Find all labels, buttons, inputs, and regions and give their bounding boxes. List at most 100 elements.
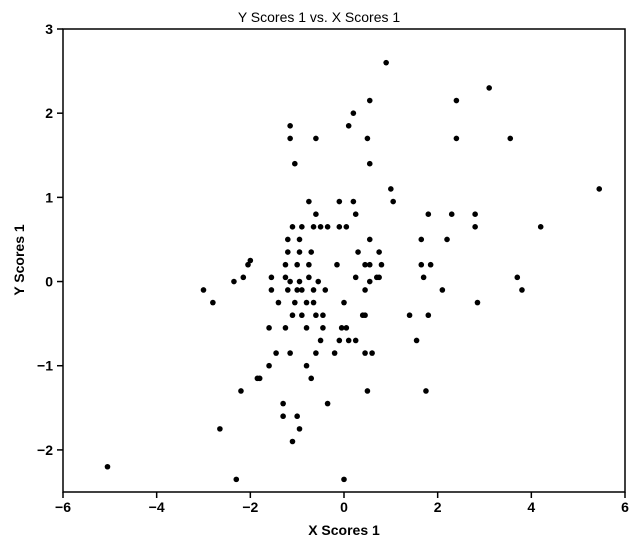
- data-point: [238, 388, 244, 394]
- data-point: [352, 211, 359, 217]
- x-tick-label: −2: [242, 499, 258, 515]
- data-point: [366, 236, 373, 243]
- data-point: [474, 299, 481, 306]
- data-point: [334, 261, 340, 268]
- x-tick-label: 4: [527, 499, 535, 515]
- data-point: [362, 261, 368, 268]
- y-tick-label: −1: [37, 358, 53, 374]
- data-point: [453, 135, 460, 142]
- data-point: [310, 287, 317, 293]
- data-point: [296, 426, 303, 432]
- data-point: [294, 287, 300, 293]
- data-point: [233, 476, 240, 483]
- data-point: [336, 337, 343, 344]
- x-tick-label: 0: [340, 499, 348, 515]
- data-point: [266, 362, 272, 369]
- data-point: [336, 198, 343, 205]
- data-point: [486, 85, 492, 91]
- data-point: [507, 135, 514, 142]
- data-point: [310, 299, 317, 306]
- data-point: [425, 312, 432, 319]
- x-axis-label: X Scores 1: [308, 522, 380, 538]
- data-point: [376, 249, 382, 255]
- data-point: [315, 278, 322, 285]
- data-point: [313, 211, 319, 217]
- data-point: [256, 375, 263, 382]
- data-point: [317, 224, 324, 230]
- chart-title: Y Scores 1 vs. X Scores 1: [238, 9, 401, 25]
- data-point: [282, 261, 289, 268]
- data-point: [324, 224, 331, 230]
- data-point: [292, 299, 298, 306]
- data-point: [376, 274, 382, 281]
- data-point: [341, 299, 347, 306]
- data-point: [296, 278, 303, 285]
- data-point: [378, 261, 385, 268]
- data-point: [306, 274, 312, 281]
- data-point: [268, 287, 275, 293]
- data-point: [245, 261, 251, 268]
- data-point: [303, 325, 310, 331]
- data-point: [427, 261, 434, 268]
- data-point: [287, 123, 293, 129]
- data-point: [287, 350, 293, 356]
- data-point: [313, 350, 319, 356]
- y-axis-label: Y Scores 1: [11, 224, 27, 296]
- data-point: [282, 325, 289, 331]
- data-point: [285, 249, 291, 255]
- x-tick-label: −6: [55, 499, 71, 515]
- data-point: [306, 261, 312, 268]
- data-point: [217, 426, 223, 432]
- plot-frame: [62, 28, 626, 493]
- data-point: [362, 287, 368, 293]
- data-point: [418, 261, 425, 268]
- data-point: [317, 337, 324, 344]
- data-point: [275, 299, 282, 306]
- data-point: [313, 312, 319, 319]
- data-point: [390, 198, 396, 205]
- data-point: [299, 287, 305, 293]
- data-point: [266, 325, 272, 331]
- data-point: [366, 261, 373, 268]
- data-point: [444, 236, 450, 243]
- data-point: [306, 198, 312, 205]
- data-point: [289, 438, 296, 445]
- data-point: [350, 198, 357, 205]
- data-point: [366, 97, 373, 104]
- data-point: [294, 413, 300, 420]
- data-point: [425, 211, 432, 217]
- data-point: [364, 135, 371, 142]
- data-point: [366, 160, 373, 167]
- data-point: [472, 211, 478, 217]
- data-point: [341, 476, 347, 483]
- data-point: [285, 236, 291, 243]
- data-point: [338, 325, 345, 331]
- data-point: [247, 257, 254, 264]
- data-point: [268, 274, 275, 281]
- data-point: [388, 186, 394, 192]
- data-point: [299, 312, 305, 319]
- data-point: [519, 287, 525, 293]
- data-point: [355, 249, 361, 255]
- y-tick-label: 1: [45, 189, 53, 205]
- data-point: [296, 249, 303, 255]
- data-point: [308, 375, 315, 382]
- data-point: [289, 312, 296, 319]
- data-point: [453, 97, 460, 104]
- x-tick-label: 6: [621, 499, 629, 515]
- data-point: [352, 337, 359, 344]
- data-point: [472, 224, 478, 230]
- y-tick-label: −2: [37, 442, 53, 458]
- data-points: [104, 59, 603, 483]
- data-point: [383, 59, 389, 66]
- data-point: [299, 224, 305, 230]
- data-point: [439, 287, 446, 293]
- axis-ticks: −6 −4 −2 0 2 4 6 −2 −1 0 1 2 3: [37, 21, 629, 515]
- data-point: [296, 236, 303, 243]
- data-point: [320, 312, 326, 319]
- data-point: [308, 249, 315, 255]
- data-point: [200, 287, 207, 293]
- y-tick-label: 2: [45, 105, 53, 121]
- data-point: [537, 224, 544, 230]
